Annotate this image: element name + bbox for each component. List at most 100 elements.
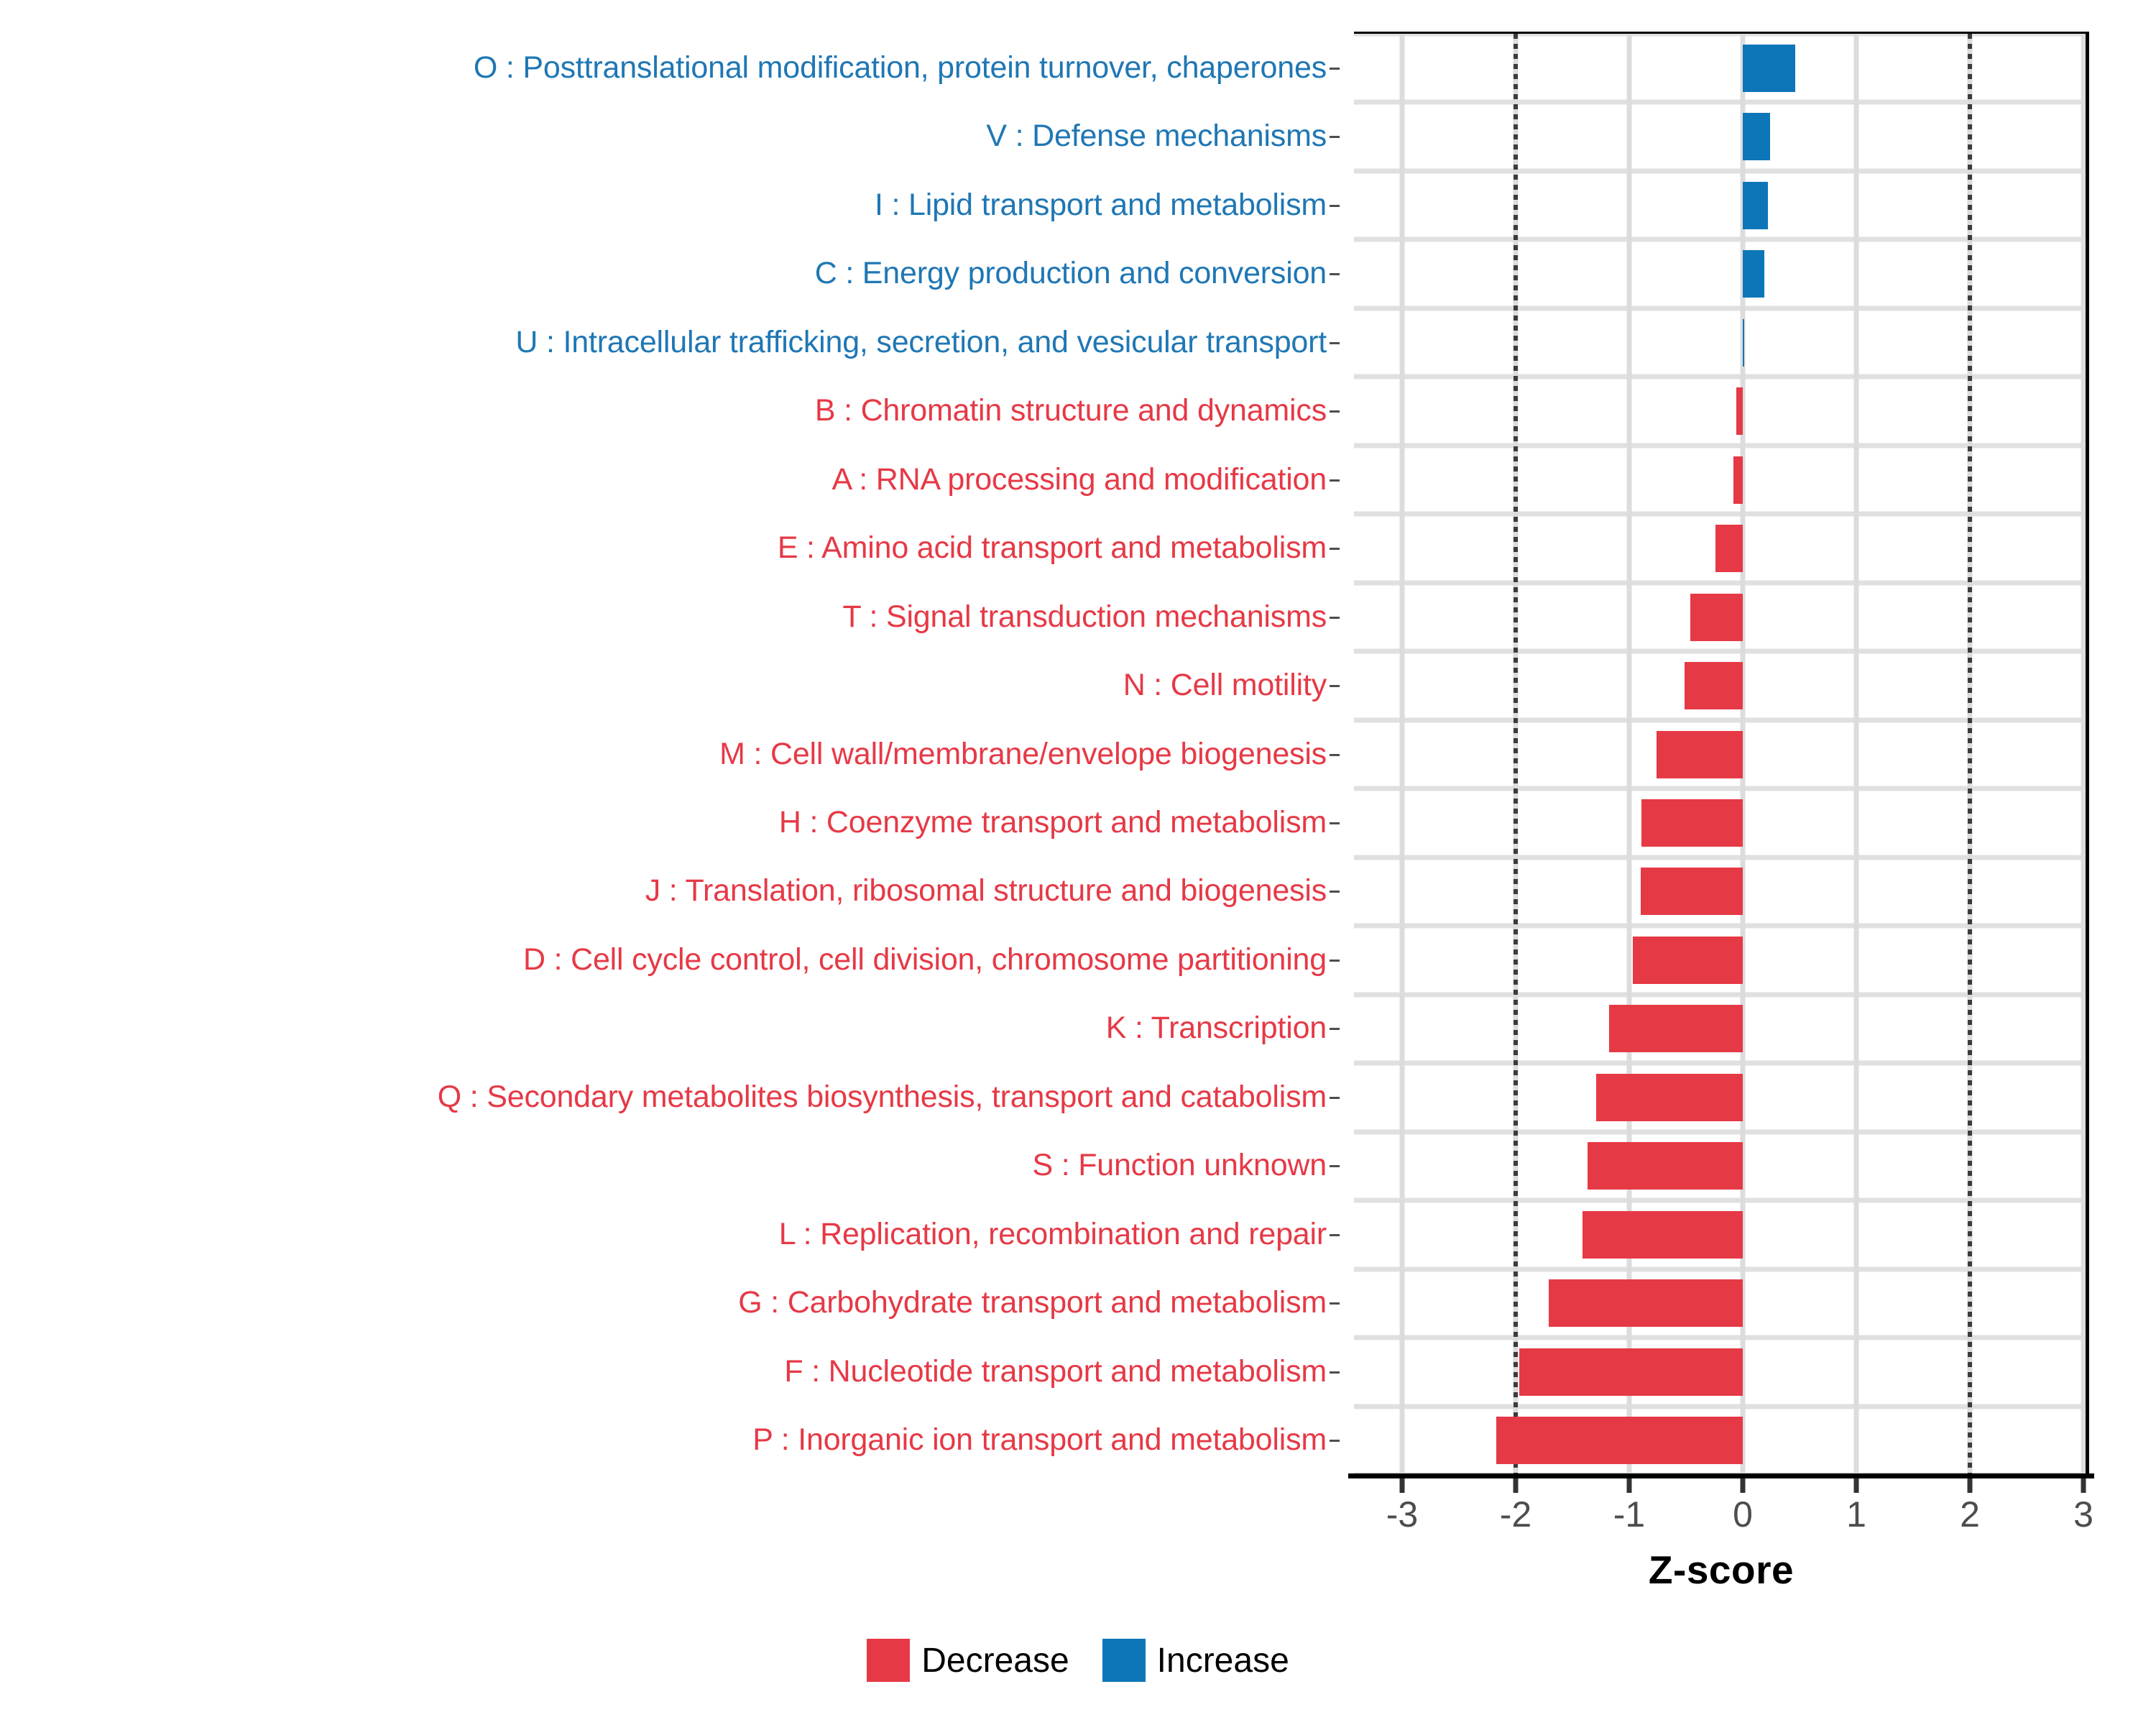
category-label: L : Replication, recombination and repai… xyxy=(778,1216,1327,1251)
x-axis-tick xyxy=(1967,1478,1973,1493)
legend-item-decrease[interactable]: Decrease xyxy=(867,1639,1069,1682)
reference-line xyxy=(1514,34,1518,1475)
category-tick xyxy=(1330,1233,1340,1236)
x-axis-tick-label: -1 xyxy=(1613,1494,1646,1535)
horizontal-gridline xyxy=(1354,374,2088,380)
x-axis-tick-label: -3 xyxy=(1386,1494,1419,1535)
category-tick xyxy=(1330,822,1340,824)
bar[interactable] xyxy=(1733,456,1743,504)
bar[interactable] xyxy=(1496,1417,1743,1465)
panel-border-top xyxy=(1354,32,2088,35)
bar[interactable] xyxy=(1715,525,1743,573)
category-label: P : Inorganic ion transport and metaboli… xyxy=(752,1422,1327,1458)
horizontal-gridline xyxy=(1354,168,2088,174)
bar[interactable] xyxy=(1596,1073,1743,1121)
vertical-gridline xyxy=(1399,34,1405,1475)
category-tick xyxy=(1330,685,1340,688)
bar[interactable] xyxy=(1548,1279,1743,1328)
category-label: J : Translation, ribosomal structure and… xyxy=(645,873,1327,908)
reference-line xyxy=(1968,34,1972,1475)
category-label: H : Coenzyme transport and metabolism xyxy=(778,804,1327,840)
bar[interactable] xyxy=(1632,936,1743,984)
category-tick xyxy=(1330,1028,1340,1031)
bar[interactable] xyxy=(1685,662,1743,710)
x-axis-tick xyxy=(1626,1478,1632,1493)
category-label: E : Amino acid transport and metabolism xyxy=(777,530,1327,566)
category-tick xyxy=(1330,1440,1340,1443)
category-label: T : Signal transduction mechanisms xyxy=(842,599,1327,634)
category-tick xyxy=(1330,616,1340,619)
category-label: N : Cell motility xyxy=(1123,668,1327,703)
category-tick xyxy=(1330,273,1340,276)
legend-label-decrease: Decrease xyxy=(921,1641,1069,1680)
panel-border-right xyxy=(2086,32,2089,1476)
category-label: S : Function unknown xyxy=(1032,1148,1327,1183)
bar[interactable] xyxy=(1743,181,1768,229)
x-axis-tick-label: 1 xyxy=(1846,1494,1866,1535)
bar[interactable] xyxy=(1583,1210,1743,1259)
horizontal-gridline xyxy=(1354,305,2088,311)
category-label: C : Energy production and conversion xyxy=(814,256,1327,291)
category-tick xyxy=(1330,753,1340,756)
category-label: O : Posttranslational modification, prot… xyxy=(473,50,1327,85)
horizontal-gridline xyxy=(1354,580,2088,586)
vertical-gridline xyxy=(1626,34,1632,1475)
bar[interactable] xyxy=(1656,730,1743,778)
bar[interactable] xyxy=(1690,593,1743,641)
x-axis-tick-label: -2 xyxy=(1499,1494,1532,1535)
bar[interactable] xyxy=(1640,868,1743,916)
category-label: G : Carbohydrate transport and metabolis… xyxy=(738,1285,1327,1320)
category-tick xyxy=(1330,1371,1340,1374)
horizontal-gridline xyxy=(1354,992,2088,998)
bar[interactable] xyxy=(1641,799,1743,847)
horizontal-gridline xyxy=(1354,923,2088,929)
vertical-gridline xyxy=(2081,34,2086,1475)
category-tick xyxy=(1330,959,1340,962)
vertical-gridline xyxy=(1740,34,1746,1475)
legend-label-increase: Increase xyxy=(1156,1641,1289,1680)
bar[interactable] xyxy=(1743,113,1770,161)
legend-swatch-decrease xyxy=(867,1639,911,1682)
x-axis-tick xyxy=(1513,1478,1519,1493)
vertical-gridline xyxy=(1853,34,1859,1475)
x-axis-title: Z-score xyxy=(1648,1547,1795,1592)
category-label: D : Cell cycle control, cell division, c… xyxy=(523,942,1327,977)
horizontal-gridline xyxy=(1354,786,2088,791)
category-label: I : Lipid transport and metabolism xyxy=(875,187,1327,222)
bar[interactable] xyxy=(1743,44,1795,92)
bar[interactable] xyxy=(1736,387,1743,436)
plot-panel xyxy=(1354,34,2088,1475)
bar[interactable] xyxy=(1743,250,1765,298)
bar[interactable] xyxy=(1743,318,1744,367)
bar[interactable] xyxy=(1587,1142,1743,1190)
category-tick xyxy=(1330,1302,1340,1305)
legend-item-increase[interactable]: Increase xyxy=(1102,1639,1289,1682)
category-tick xyxy=(1330,136,1340,139)
category-tick xyxy=(1330,479,1340,482)
category-label: U : Intracellular trafficking, secretion… xyxy=(515,324,1327,359)
horizontal-gridline xyxy=(1354,648,2088,654)
horizontal-gridline xyxy=(1354,1060,2088,1066)
x-axis-tick xyxy=(1740,1478,1746,1493)
horizontal-gridline xyxy=(1354,34,2088,37)
legend-swatch-increase xyxy=(1102,1639,1146,1682)
horizontal-gridline xyxy=(1354,1197,2088,1203)
category-tick xyxy=(1330,410,1340,413)
x-axis-tick xyxy=(2081,1478,2086,1493)
horizontal-gridline xyxy=(1354,855,2088,860)
category-label: M : Cell wall/membrane/envelope biogenes… xyxy=(719,736,1327,771)
horizontal-gridline xyxy=(1354,443,2088,448)
bar[interactable] xyxy=(1519,1348,1743,1396)
horizontal-gridline xyxy=(1354,1404,2088,1409)
category-tick xyxy=(1330,548,1340,551)
category-label: F : Nucleotide transport and metabolism xyxy=(784,1353,1327,1389)
bar[interactable] xyxy=(1608,1005,1743,1053)
category-tick xyxy=(1330,1096,1340,1099)
horizontal-gridline xyxy=(1354,236,2088,242)
horizontal-gridline xyxy=(1354,99,2088,105)
category-tick xyxy=(1330,204,1340,207)
category-label: Q : Secondary metabolites biosynthesis, … xyxy=(437,1079,1327,1114)
category-label: K : Transcription xyxy=(1105,1011,1327,1046)
category-label: B : Chromatin structure and dynamics xyxy=(814,393,1327,428)
